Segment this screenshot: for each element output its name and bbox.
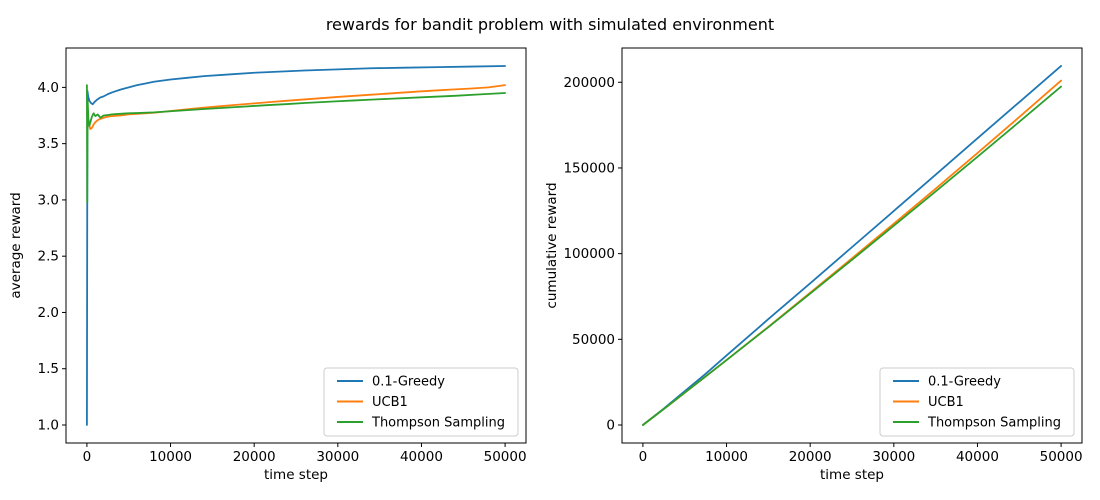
x-tick-label: 10000 bbox=[705, 449, 748, 465]
x-axis-label: time step bbox=[820, 467, 884, 483]
x-tick-label: 10000 bbox=[149, 449, 192, 465]
series-line-0-1-greedy bbox=[86, 65, 506, 426]
x-tick-label: 50000 bbox=[1040, 449, 1083, 465]
y-tick-label: 4.0 bbox=[38, 80, 59, 96]
y-tick-label: 3.0 bbox=[38, 192, 59, 208]
y-tick-label: 2.0 bbox=[38, 305, 59, 321]
y-tick-label: 1.0 bbox=[38, 417, 59, 433]
y-tick-label: 3.5 bbox=[38, 136, 59, 152]
y-tick-label: 200000 bbox=[563, 75, 615, 91]
x-tick-label: 0 bbox=[639, 449, 648, 465]
y-axis-label: average reward bbox=[8, 192, 24, 298]
x-tick-label: 30000 bbox=[316, 449, 359, 465]
y-tick-label: 50000 bbox=[572, 332, 615, 348]
y-tick-label: 0 bbox=[606, 418, 615, 434]
series-line-thompson-sampling bbox=[642, 85, 1062, 426]
average-reward-chart: 0 10000 20000 30000 40000 50000 1.0 1.5 2.0 2.5 3.… bbox=[8, 47, 527, 483]
legend-label: UCB1 bbox=[372, 395, 408, 410]
y-axis-label: cumulative reward bbox=[544, 182, 560, 308]
plot-border bbox=[65, 47, 527, 444]
x-axis-label: time step bbox=[264, 467, 328, 483]
y-tick-label: 100000 bbox=[563, 246, 615, 262]
cumulative-reward-chart: 0 10000 20000 30000 40000 50000 0 50000 100000 15… bbox=[544, 47, 1083, 483]
figure-title: rewards for bandit problem with simulate… bbox=[326, 15, 774, 34]
x-tick-label: 20000 bbox=[233, 449, 276, 465]
legend-box bbox=[323, 367, 519, 437]
x-tick-label: 40000 bbox=[400, 449, 443, 465]
x-tick-label: 0 bbox=[83, 449, 92, 465]
y-tick-label: 1.5 bbox=[38, 361, 59, 377]
legend-label: 0.1-Greedy bbox=[372, 375, 445, 390]
y-tick-label: 2.5 bbox=[38, 249, 59, 265]
x-tick-label: 20000 bbox=[789, 449, 832, 465]
legend-box bbox=[879, 367, 1075, 437]
x-tick-label: 40000 bbox=[956, 449, 999, 465]
legend: 0.1-Greedy UCB1 Thompson Sampling bbox=[323, 367, 519, 437]
series-line-0-1-greedy bbox=[642, 65, 1062, 426]
legend-label: Thompson Sampling bbox=[371, 416, 505, 431]
legend-label: 0.1-Greedy bbox=[928, 375, 1001, 390]
x-tick-label: 50000 bbox=[484, 449, 527, 465]
y-tick-label: 150000 bbox=[563, 160, 615, 176]
plot-border bbox=[621, 47, 1083, 444]
legend: 0.1-Greedy UCB1 Thompson Sampling bbox=[879, 367, 1075, 437]
legend-label: Thompson Sampling bbox=[927, 416, 1061, 431]
x-tick-label: 30000 bbox=[872, 449, 915, 465]
series-line-thompson-sampling bbox=[86, 84, 506, 204]
series-line-ucb1 bbox=[86, 84, 506, 130]
legend-label: UCB1 bbox=[928, 395, 964, 410]
